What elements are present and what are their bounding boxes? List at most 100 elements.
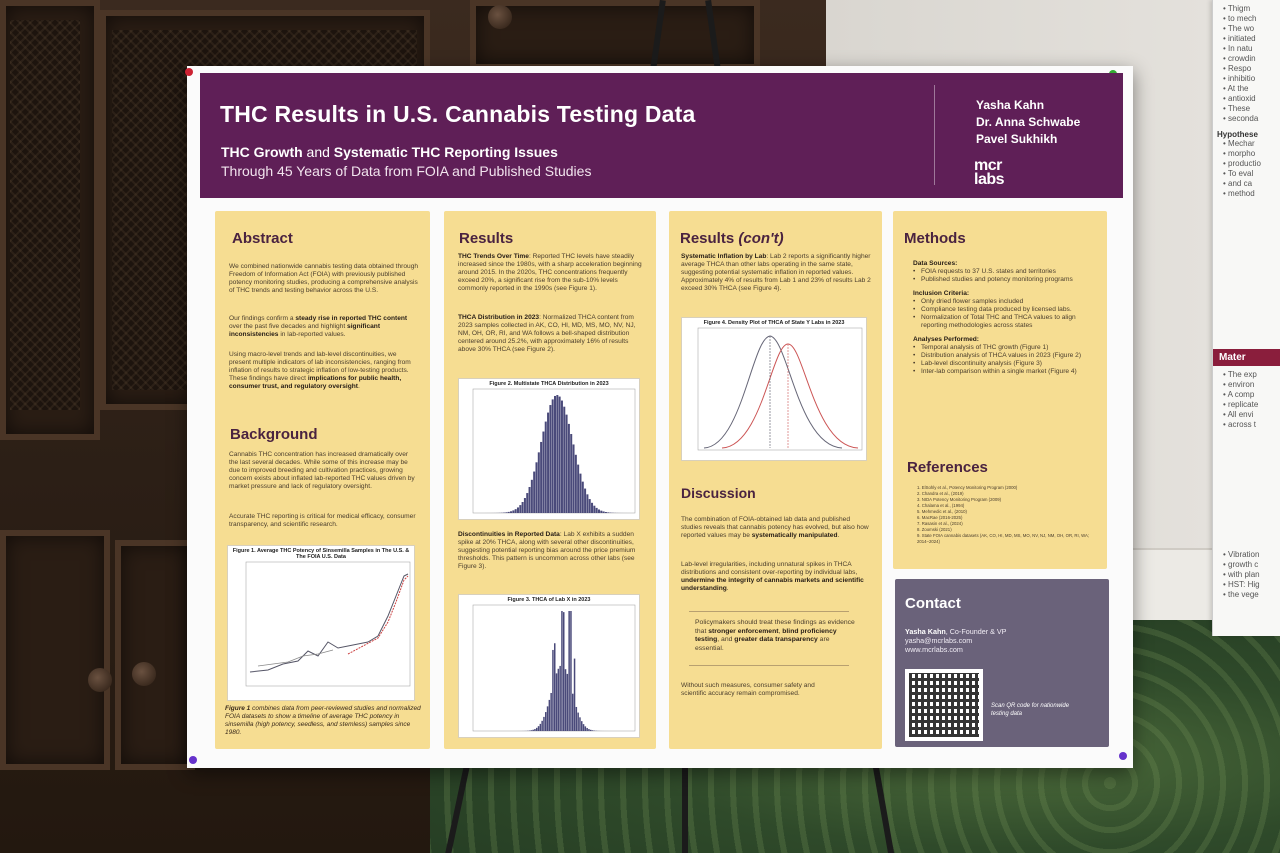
mcr-labs-logo: mcr labs xyxy=(974,157,1005,188)
figure-3-plot xyxy=(472,604,636,732)
histogram-bar xyxy=(567,423,570,513)
histogram-bar xyxy=(542,431,545,513)
adjacent-poster-text: • Thigm • to mech • The wo • initiated • In … xyxy=(1213,0,1280,124)
figure-1-plot xyxy=(245,561,411,687)
histogram-bar xyxy=(588,499,591,513)
callout-rule xyxy=(689,665,849,666)
cabinet-mesh-panel xyxy=(10,20,80,410)
author-list: Yasha Kahn Dr. Anna Schwabe Pavel Sukhik… xyxy=(976,97,1080,148)
histogram-bar xyxy=(602,511,605,513)
research-poster: THC Results in U.S. Cannabis Testing Dat… xyxy=(185,66,1133,768)
methods-list-item: Temporal analysis of THC growth (Figure … xyxy=(913,344,1099,352)
methods-list-item: Distribution analysis of THCA values in … xyxy=(913,352,1099,360)
histogram-bar xyxy=(548,699,551,731)
figure-4-plot xyxy=(697,327,863,451)
histogram-bar xyxy=(568,611,570,731)
histogram-bar xyxy=(554,395,557,513)
push-pin xyxy=(189,756,197,764)
adjacent-poster-line: • The wo xyxy=(1223,24,1255,33)
histogram-bar xyxy=(564,669,567,731)
adjacent-poster-banner: Mater xyxy=(1213,349,1280,366)
histogram-bar xyxy=(541,720,543,731)
histogram-bar xyxy=(581,721,583,731)
poster-subtitle-line2: Through 45 Years of Data from FOIA and P… xyxy=(221,163,592,179)
histogram-bar xyxy=(572,693,574,731)
histogram-bar xyxy=(555,673,558,731)
histogram-bar xyxy=(579,717,581,731)
histogram-bar xyxy=(544,421,547,513)
results-column: Results THC Trends Over Time: Reported T… xyxy=(444,211,656,749)
reference-item: 2. Chandra et al., (2019) xyxy=(917,491,964,496)
histogram-bar xyxy=(507,511,510,513)
histogram-bar xyxy=(532,729,534,731)
qr-caption: Scan QR code for nationwide testing data xyxy=(991,703,1070,717)
histogram-bar xyxy=(505,512,508,513)
histogram-bar xyxy=(530,730,533,731)
results-paragraph: Discontinuities in Reported Data: Lab X … xyxy=(458,531,636,570)
histogram-bar xyxy=(582,724,585,731)
histogram-bar xyxy=(591,730,594,731)
histogram-bar xyxy=(521,501,524,513)
adjacent-poster-line: • inhibitio xyxy=(1223,74,1256,83)
adjacent-poster-line: • initiated xyxy=(1223,34,1256,43)
histogram-bar xyxy=(607,512,610,513)
adjacent-poster-line: • A comp xyxy=(1223,390,1255,399)
histogram-bar xyxy=(526,493,529,513)
adjacent-poster-line: • crowdin xyxy=(1223,54,1256,63)
histogram-bar xyxy=(563,612,565,731)
histogram-bar xyxy=(534,728,536,731)
figure-1-caption: Figure 1 combines data from peer-reviewe… xyxy=(225,705,421,736)
cabinet-knob xyxy=(488,5,512,29)
section-heading-references: References xyxy=(907,459,988,476)
cabinet-knob xyxy=(132,662,156,686)
author-name: Dr. Anna Schwabe xyxy=(976,115,1081,129)
histogram-bar xyxy=(557,668,560,731)
histogram-bar xyxy=(577,712,579,731)
adjacent-poster-line: • Vibration xyxy=(1223,550,1260,559)
histogram-bar xyxy=(552,649,554,731)
adjacent-poster-line: • productio xyxy=(1223,159,1261,168)
header-divider xyxy=(934,85,935,185)
discussion-paragraph: Lab-level irregularities, including unna… xyxy=(681,561,864,592)
methods-list-item: Normalization of Total THC and THCA valu… xyxy=(913,314,1099,330)
adjacent-poster: • Thigm • to mech • The wo • initiated • In … xyxy=(1212,0,1280,636)
histogram-bar xyxy=(533,471,536,513)
qr-code[interactable] xyxy=(905,669,983,741)
methods-list-item: Inter-lab comparison within a single mar… xyxy=(913,368,1099,376)
histogram-bar xyxy=(556,395,559,513)
histogram-bar xyxy=(572,444,575,513)
abstract-paragraph: Using macro-level trends and lab-level d… xyxy=(229,351,411,390)
adjacent-poster-line: • environ xyxy=(1223,380,1255,389)
histogram-bar xyxy=(543,716,545,731)
contact-website[interactable]: www.mcrlabs.com xyxy=(905,645,963,654)
histogram-bar xyxy=(558,396,561,513)
adjacent-poster-line: • and ca xyxy=(1223,179,1253,188)
poster-title: THC Results in U.S. Cannabis Testing Dat… xyxy=(220,101,696,127)
histogram-bar xyxy=(584,726,587,731)
histogram-bar xyxy=(547,412,550,513)
callout-rule xyxy=(689,611,849,612)
push-pin xyxy=(185,68,193,76)
section-heading-results: Results xyxy=(459,230,514,247)
adjacent-poster-line: • growth c xyxy=(1223,560,1259,569)
section-heading-methods: Methods xyxy=(904,230,966,247)
histogram-bar xyxy=(565,414,568,513)
histogram-bar xyxy=(573,658,576,731)
adjacent-poster-line: • All envi xyxy=(1223,410,1254,419)
histogram-bar xyxy=(523,498,526,513)
section-heading-results-cont: Results (con't) xyxy=(680,230,784,247)
adjacent-poster-text: • Mechar • morpho • productio • To eval • an… xyxy=(1213,139,1280,199)
adjacent-poster-line: • Thigm xyxy=(1223,4,1251,13)
adjacent-poster-line: • Respo xyxy=(1223,64,1252,73)
author-name: Pavel Sukhikh xyxy=(976,132,1058,146)
histogram-bar xyxy=(579,473,582,513)
reference-item: 7. Rasasin et al., (2024) xyxy=(917,521,963,526)
histogram-bar xyxy=(549,405,552,513)
histogram-bar xyxy=(577,464,580,513)
contact-details: Yasha Kahn, Co-Founder & VP yasha@mcrlab… xyxy=(905,627,1095,654)
histogram-bar xyxy=(535,462,538,513)
adjacent-poster-line: • morpho xyxy=(1223,149,1256,158)
histogram-bar xyxy=(597,509,600,513)
reference-item: 5. Mehmedic et al., (2010) xyxy=(917,509,967,514)
contact-email[interactable]: yasha@mcrlabs.com xyxy=(905,636,973,645)
